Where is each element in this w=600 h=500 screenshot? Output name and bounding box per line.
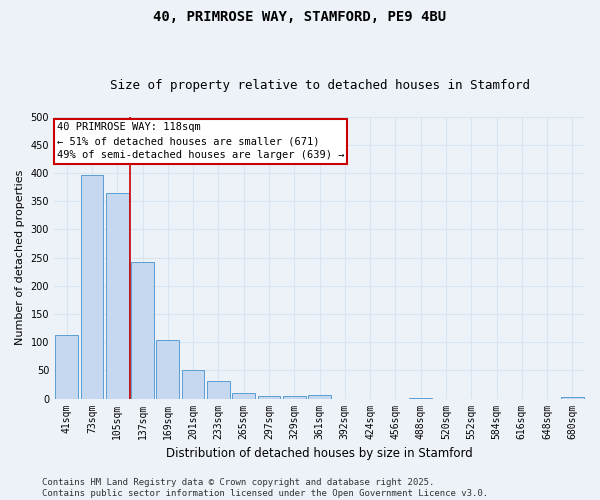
Title: Size of property relative to detached houses in Stamford: Size of property relative to detached ho… — [110, 79, 530, 92]
Bar — [157, 340, 179, 398]
Text: Contains HM Land Registry data © Crown copyright and database right 2025.
Contai: Contains HM Land Registry data © Crown c… — [42, 478, 488, 498]
Bar — [80, 175, 103, 398]
Bar — [257, 396, 280, 398]
Bar — [232, 394, 255, 398]
Bar — [308, 394, 331, 398]
X-axis label: Distribution of detached houses by size in Stamford: Distribution of detached houses by size … — [166, 447, 473, 460]
Bar — [106, 193, 128, 398]
Bar — [55, 335, 78, 398]
Bar — [182, 370, 205, 398]
Bar — [207, 381, 230, 398]
Text: 40 PRIMROSE WAY: 118sqm
← 51% of detached houses are smaller (671)
49% of semi-d: 40 PRIMROSE WAY: 118sqm ← 51% of detache… — [56, 122, 344, 160]
Bar — [283, 396, 305, 398]
Text: 40, PRIMROSE WAY, STAMFORD, PE9 4BU: 40, PRIMROSE WAY, STAMFORD, PE9 4BU — [154, 10, 446, 24]
Bar — [131, 262, 154, 398]
Y-axis label: Number of detached properties: Number of detached properties — [15, 170, 25, 346]
